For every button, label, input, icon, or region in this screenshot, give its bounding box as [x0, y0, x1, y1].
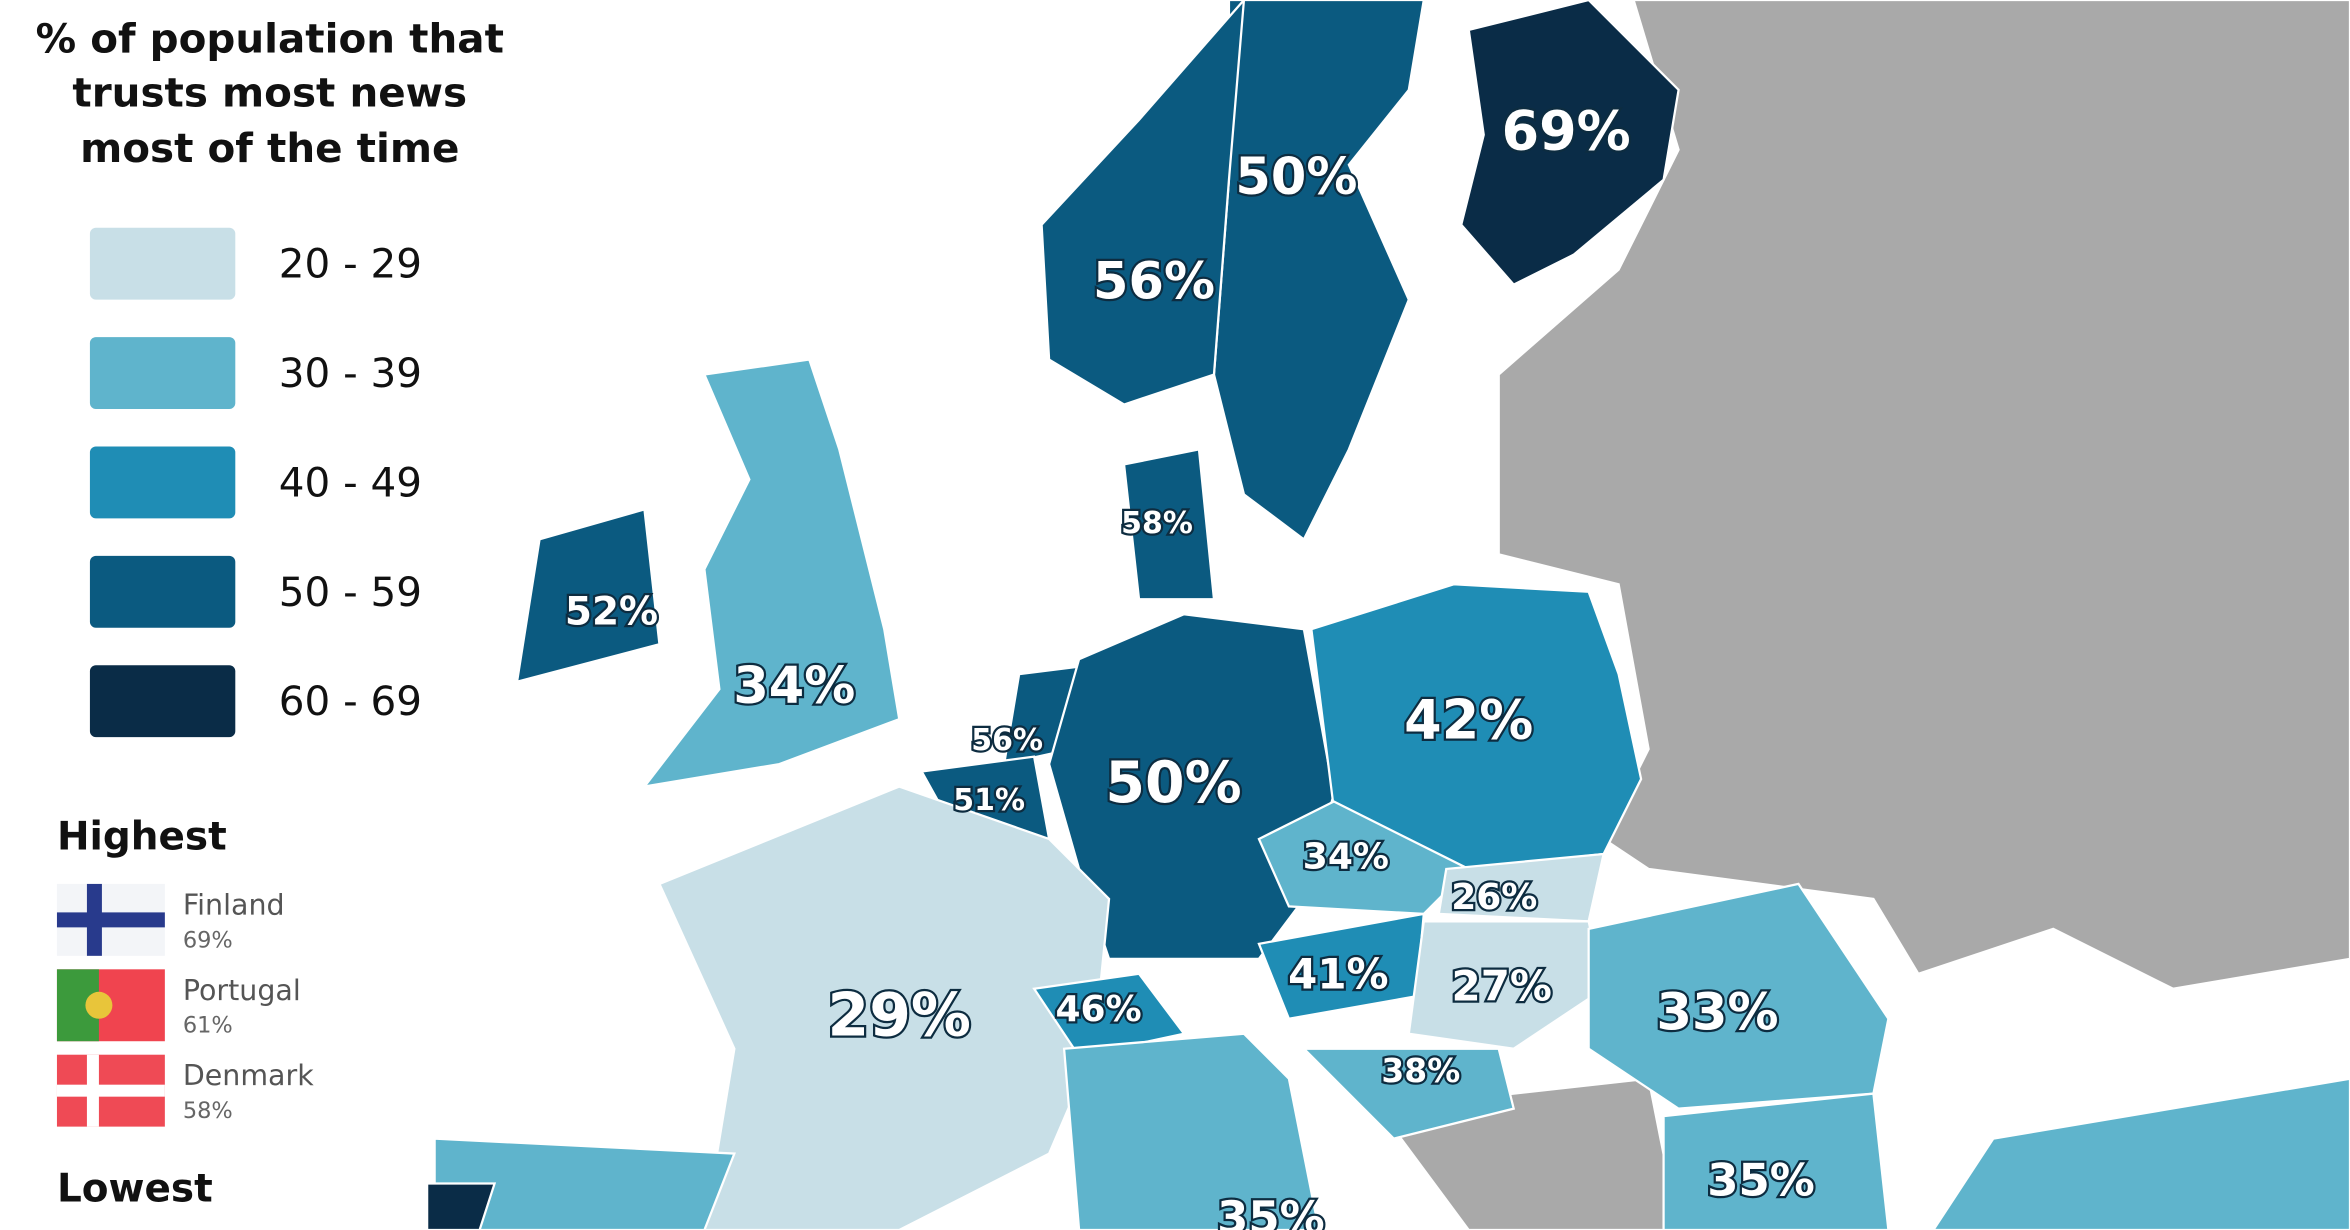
country-label: 35%	[1217, 1191, 1325, 1230]
ireland	[515, 507, 661, 684]
flag-finland	[56, 883, 165, 956]
country-label: 26%	[1451, 877, 1537, 918]
non-surveyed-land	[1497, 0, 2350, 990]
norway	[1040, 0, 1246, 406]
legend-label: 60 - 69	[279, 677, 422, 725]
flag-portugal	[56, 969, 165, 1042]
legend-swatch	[89, 665, 236, 738]
country-value: 58%	[183, 1098, 233, 1124]
country-label: 56%	[971, 723, 1043, 758]
legend-label: 40 - 49	[279, 458, 422, 506]
legend-label: 20 - 29	[279, 240, 422, 288]
country-label: 35%	[1707, 1154, 1815, 1207]
country-label: 34%	[733, 657, 855, 716]
country-label: 33%	[1657, 984, 1779, 1043]
country-label: 29%	[828, 980, 971, 1050]
switzerland	[1032, 972, 1186, 1058]
denmark	[1122, 448, 1216, 601]
legend-label: 30 - 39	[279, 349, 422, 397]
country-name: Denmark	[183, 1059, 314, 1092]
legend: % of population that trusts most news mo…	[36, 14, 504, 738]
map-labels: 69% 50% 56% 58% 52% 34% 56% 51% 50% 42% 34% 26% 41% 2…	[563, 97, 1817, 1230]
country-label: 42%	[1404, 688, 1533, 751]
country-name: Finland	[183, 888, 285, 921]
germany	[1047, 613, 1336, 960]
legend-label: 50 - 59	[279, 568, 422, 616]
country-name: Portugal	[183, 974, 301, 1007]
land	[426, 0, 2350, 1230]
portugal	[426, 1182, 497, 1230]
country-label: 69%	[1502, 99, 1631, 162]
highest: Highest Finland 69% Portugal 61% Denmark 58%	[56, 814, 314, 1127]
italy	[1062, 1032, 1321, 1230]
country-label: 34%	[1303, 836, 1389, 877]
uk	[641, 358, 901, 789]
country-label: 41%	[1288, 949, 1388, 998]
country-label: 38%	[1381, 1051, 1460, 1090]
lowest-title: Lowest	[57, 1167, 213, 1212]
country-value: 69%	[183, 927, 233, 953]
country-label: 50%	[1105, 750, 1241, 816]
finland	[1460, 0, 1680, 287]
country-label: 50%	[1235, 148, 1357, 207]
legend-items: 20 - 29 30 - 39 40 - 49 50 - 59 60 - 69	[89, 227, 422, 738]
highest-title: Highest	[57, 814, 227, 859]
legend-swatch	[89, 337, 236, 410]
hungary	[1407, 920, 1605, 1050]
country-label: 27%	[1452, 961, 1552, 1010]
country-label: 56%	[1093, 253, 1215, 312]
country-label: 51%	[953, 783, 1025, 818]
turkey	[1932, 1077, 2350, 1230]
legend-title: most of the time	[80, 124, 459, 172]
country-label: 52%	[565, 590, 658, 635]
country-value: 61%	[183, 1013, 233, 1039]
flag-denmark	[56, 1054, 165, 1127]
bulgaria	[1662, 1092, 1890, 1230]
legend-swatch	[89, 446, 236, 519]
highest-entries: Finland 69% Portugal 61% Denmark 58%	[183, 888, 314, 1124]
legend-title: trusts most news	[72, 68, 467, 116]
legend-swatch	[89, 227, 236, 300]
legend-title: % of population that	[36, 14, 504, 62]
country-label: 46%	[1056, 989, 1142, 1030]
croatia	[1301, 1047, 1516, 1140]
legend-swatch	[89, 555, 236, 628]
sweden	[1212, 0, 1425, 542]
country-label: 58%	[1121, 506, 1193, 541]
